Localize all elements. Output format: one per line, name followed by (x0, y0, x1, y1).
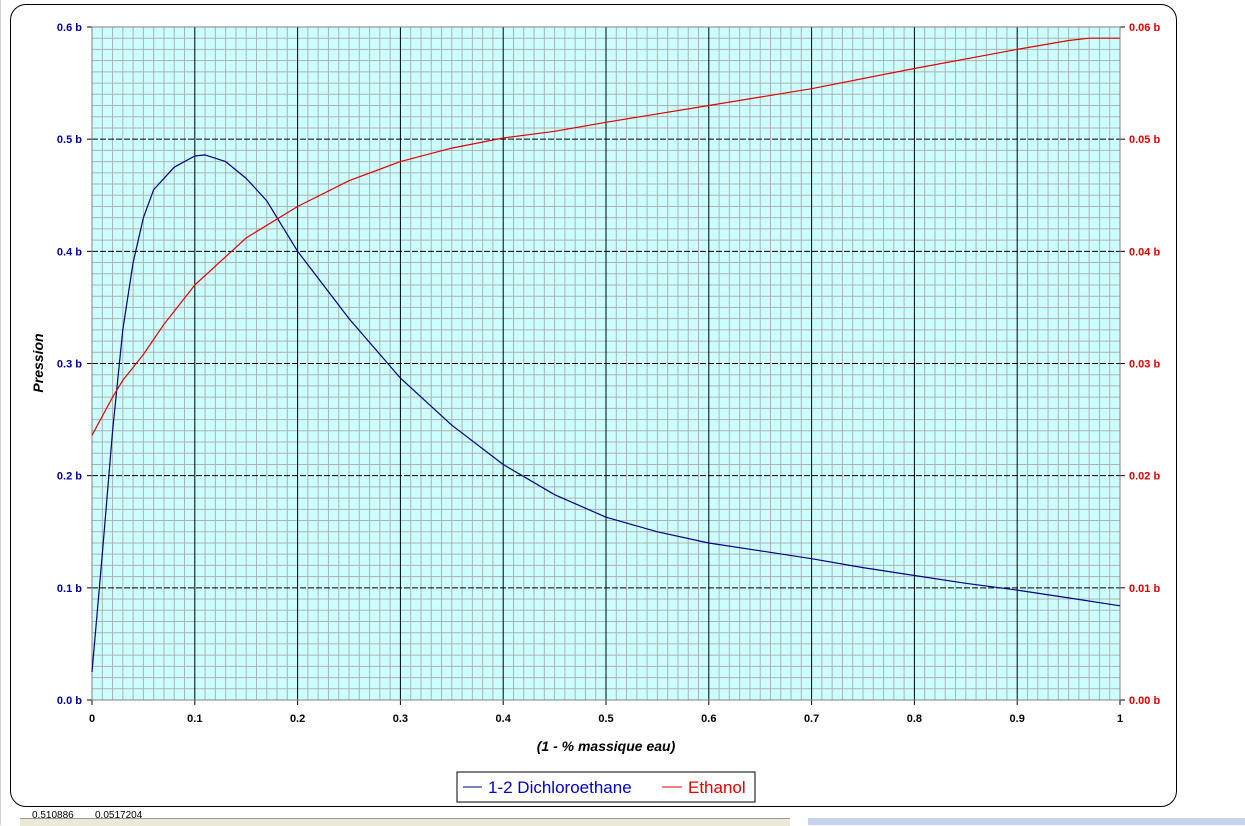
x-tick-label: 0.7 (804, 713, 819, 725)
x-axis-title: (1 - % massique eau) (537, 738, 676, 754)
y2-tick-label: 0.02 b (1129, 471, 1160, 483)
legend-label: Ethanol (688, 778, 746, 797)
x-tick-label: 0.8 (907, 713, 922, 725)
x-tick-label: 0.1 (187, 713, 202, 725)
y-tick-label: 0.6 b (57, 22, 82, 34)
sheet-cell[interactable]: 0.510886 (32, 810, 74, 821)
y2-tick-label: 0.01 b (1129, 583, 1160, 595)
y2-tick-label: 0.06 b (1129, 22, 1160, 34)
series-line-1-2-dichloroethane (91, 154, 1121, 673)
x-tick-label: 0.9 (1010, 713, 1025, 725)
y2-tick-label: 0.04 b (1129, 246, 1160, 258)
x-tick-label: 0.5 (598, 713, 613, 725)
x-tick-label: 1 (1117, 713, 1123, 725)
y2-tick-label: 0.03 b (1129, 359, 1160, 371)
y-tick-label: 0.2 b (57, 471, 82, 483)
x-tick-label: 0.6 (701, 713, 716, 725)
y-tick-label: 0.4 b (57, 246, 82, 258)
sheet-tab-bar[interactable] (20, 818, 790, 826)
legend (456, 771, 756, 803)
x-tick-label: 0.2 (290, 713, 305, 725)
plot-border (91, 26, 1121, 701)
y-tick-label: 0.1 b (57, 583, 82, 595)
y-tick-label: 0.0 b (57, 695, 82, 707)
horizontal-scrollbar[interactable] (808, 818, 1245, 825)
y-tick-label: 0.5 b (57, 134, 82, 146)
x-tick-label: 0.3 (393, 713, 408, 725)
y2-tick-label: 0.00 b (1129, 695, 1160, 707)
y2-tick-label: 0.05 b (1129, 134, 1160, 146)
legend-label: 1-2 Dichloroethane (488, 778, 632, 797)
sheet-cell[interactable]: 0.0517204 (95, 810, 143, 821)
sheet-gridline (0, 0, 1, 825)
x-tick-label: 0 (89, 713, 95, 725)
y-axis-title: Pression (30, 333, 46, 392)
series-line-ethanol (91, 37, 1120, 436)
x-tick-label: 0.4 (496, 713, 512, 725)
y-tick-label: 0.3 b (57, 359, 82, 371)
